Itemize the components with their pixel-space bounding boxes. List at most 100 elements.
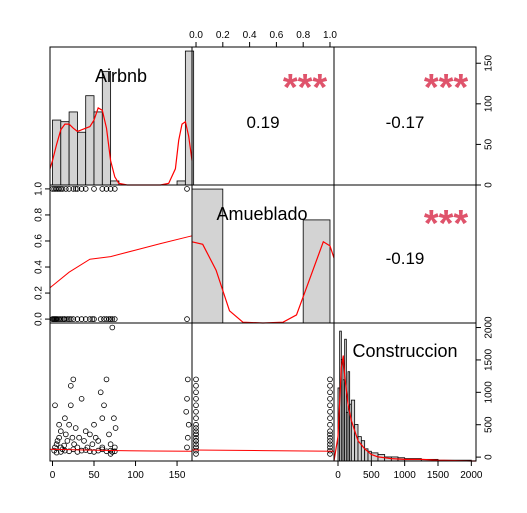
scatter-point-amueblado-construccion [193,444,199,451]
scatter-point-airbnb-construccion [107,451,114,457]
y-tick-label-amueblado: 0.2 [34,286,45,300]
y-tick-label-amueblado: 0.4 [34,260,45,274]
corr-value-airbnb-amueblado: 0.19 [246,113,279,132]
top-tick-label-amueblado: 0.6 [269,30,283,41]
hist-bar-construccion [357,436,362,462]
hist-bar-airbnb [176,180,186,186]
hist-bar-airbnb [60,121,70,186]
scatter-point-airbnb-construccion [71,441,77,448]
scatter-point-airbnb-construccion [69,434,76,441]
diag-label-airbnb: Airbnb [95,66,147,86]
x-tick-label-construccion: 1000 [394,470,417,481]
right-tick-label-hist: 50 [484,138,495,150]
panel-frame-construccion-airbnb [49,322,193,462]
scatter-point-amueblado-construccion [193,415,199,422]
scatter-point-airbnb-construccion [103,448,110,455]
scatter-point-amueblado-construccion [193,382,199,389]
hist-bar-construccion [354,424,359,462]
scatter-point-amueblado-construccion [327,408,333,415]
scatter-point-airbnb-amueblado [97,316,104,322]
scatter-point-airbnb-construccion [68,382,74,389]
top-tick-label-amueblado: 0.2 [216,30,230,41]
right-tick-label-construccion: 1500 [484,348,495,371]
scatter-point-airbnb-construccion [87,448,93,455]
scatter-point-airbnb-amueblado [112,186,118,192]
scatter-point-airbnb-amueblado [103,316,110,322]
scatter-point-airbnb-amueblado [112,316,118,322]
top-tick-label-amueblado: 0.0 [189,30,203,41]
top-tick-label-amueblado: 0.4 [243,30,257,41]
right-tick-label-construccion: 2000 [484,316,495,339]
scatter-point-amueblado-construccion [327,421,333,428]
hist-bar-airbnb [93,111,103,186]
scatter-point-airbnb-construccion [89,441,96,448]
scatter-point-airbnb-construccion [111,415,117,422]
x-tick-label-construccion: 500 [363,470,380,481]
scatter-point-amueblado-construccion [193,389,199,396]
scatter-point-airbnb-construccion [112,444,118,451]
scatter-point-airbnb-construccion [57,428,64,435]
scatter-point-airbnb-amueblado [87,316,93,322]
top-tick-label-amueblado: 0.8 [296,30,310,41]
scatter-point-airbnb-construccion [61,442,67,449]
scatter-point-airbnb-amueblado [64,316,71,322]
scatter-point-airbnb-construccion [185,434,191,441]
scatter-point-airbnb-construccion [76,434,82,441]
scatter-point-airbnb-construccion [66,421,72,428]
scatter-point-airbnb-construccion [56,421,62,428]
x-tick-label-construccion: 1500 [427,470,450,481]
scatter-point-airbnb-construccion [82,428,89,435]
corr-value-amueblado-construccion: -0.19 [386,249,425,268]
scatter-point-amueblado-construccion [193,421,199,428]
scatter-point-airbnb-construccion [184,395,190,402]
scatter-point-airbnb-construccion [112,448,118,455]
x-tick-label-construccion: 0 [335,470,341,481]
scatter-point-airbnb-construccion [54,438,61,444]
right-tick-label-construccion: 0 [484,454,495,460]
corr-stars-amueblado-construccion: *** [424,203,469,245]
density-line-airbnb [49,107,193,186]
scatter-point-amueblado-construccion [193,402,199,409]
scatter-point-airbnb-amueblado [74,186,81,192]
scatter-point-airbnb-construccion [53,441,60,448]
scatter-point-airbnb-amueblado [107,316,114,322]
scatter-point-amueblado-construccion [327,431,333,438]
y-tick-label-amueblado: 0.6 [34,234,45,248]
scatter-point-airbnb-amueblado [91,316,97,322]
scatter-point-airbnb-construccion [101,402,107,409]
scatter-point-amueblado-construccion [327,395,333,402]
scatter-point-amueblado-construccion [327,447,333,454]
scatter-point-amueblado-construccion [193,438,199,444]
scatter-point-airbnb-construccion [62,415,68,422]
scatter-point-amueblado-construccion [327,389,333,396]
scatter-point-airbnb-amueblado [184,316,190,322]
hist-bar-airbnb [77,131,87,186]
scatter-point-airbnb-construccion [78,395,85,402]
scatter-point-airbnb-amueblado [57,316,64,322]
x-tick-label-airbnb: 50 [88,470,100,481]
scatter-point-airbnb-construccion [92,434,99,441]
scatter-point-airbnb-amueblado [109,316,116,322]
x-tick-label-construccion: 2000 [460,470,483,481]
scatter-point-amueblado-construccion [327,438,333,444]
y-tick-label-amueblado: 1.0 [34,182,45,196]
scatter-point-amueblado-construccion [193,428,199,435]
scatter-point-airbnb-construccion [95,438,101,444]
hist-bar-construccion [360,440,366,462]
scatter-point-airbnb-amueblado [70,186,77,192]
scatter-point-airbnb-construccion [184,444,190,451]
scatter-point-airbnb-amueblado [56,186,62,192]
y-tick-label-amueblado: 0.8 [34,208,45,222]
scatter-point-airbnb-construccion [70,376,77,383]
scatter-point-airbnb-amueblado [74,316,81,322]
scatter-point-amueblado-construccion [193,441,199,448]
scatter-point-amueblado-construccion [327,441,333,448]
scatter-point-airbnb-amueblado [89,316,96,322]
scatter-point-airbnb-amueblado [82,186,89,192]
scatter-point-airbnb-construccion [52,402,58,409]
right-tick-label-hist: 0 [484,182,495,188]
hist-bar-amueblado [302,219,331,324]
scatter-point-amueblado-construccion [193,431,199,438]
corr-value-airbnb-construccion: -0.17 [386,113,425,132]
